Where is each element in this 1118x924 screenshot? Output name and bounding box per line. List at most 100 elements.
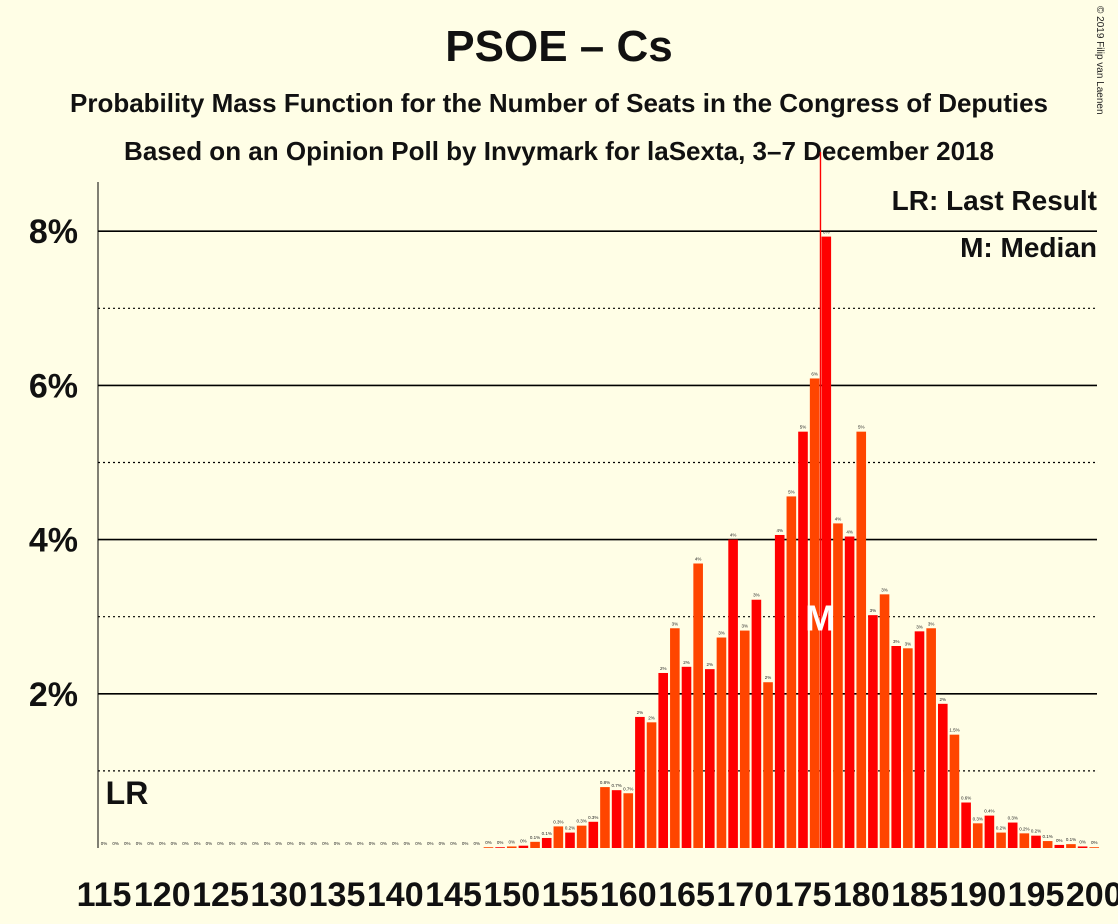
bar-seat-164 (670, 628, 680, 848)
data-label: 0% (450, 841, 457, 846)
data-label: 0% (404, 841, 411, 846)
bar-seat-170 (739, 630, 750, 848)
data-label: 0.1% (1043, 834, 1053, 839)
data-label: 0.1% (530, 835, 540, 840)
bar-seat-183 (891, 645, 901, 848)
data-label: 0% (101, 841, 108, 846)
data-label: 0% (147, 841, 154, 846)
data-label: 0% (287, 841, 294, 846)
data-label: 0% (415, 841, 422, 846)
bar-seat-159 (611, 790, 622, 848)
data-label: 0% (229, 841, 236, 846)
bar-seat-153 (541, 837, 552, 848)
data-label: 0% (357, 841, 364, 846)
data-label: 0.7% (623, 786, 633, 791)
bar-seat-193 (1007, 822, 1018, 848)
bar-seat-188 (949, 734, 960, 848)
bar-seat-154 (553, 826, 564, 848)
x-tick-label: 155 (542, 876, 599, 914)
x-tick-label: 125 (192, 876, 249, 914)
data-label: 0.3% (553, 819, 563, 824)
bar-seat-177 (821, 236, 832, 849)
bar-seat-189 (961, 802, 971, 848)
bar-seat-198 (1066, 844, 1076, 848)
bar-seat-158 (600, 787, 610, 848)
data-label: 0.3% (973, 816, 983, 821)
data-label: 5% (858, 425, 865, 430)
bar-seat-185 (914, 631, 925, 848)
data-label: 0% (194, 841, 201, 846)
bar-seat-194 (1019, 833, 1030, 848)
data-label: 0% (439, 841, 446, 846)
x-tick-label: 195 (1008, 876, 1065, 914)
data-label: 0% (1091, 840, 1098, 845)
data-label: 2% (648, 715, 655, 720)
data-label: 0% (182, 841, 189, 846)
x-tick-label: 165 (658, 876, 715, 914)
data-label: 0% (520, 839, 527, 844)
data-label: 4% (776, 528, 783, 533)
legend-last-result: LR: Last Result (892, 185, 1097, 216)
x-tick-label: 115 (77, 876, 132, 914)
bar-seat-196 (1042, 841, 1053, 848)
data-label: 0% (252, 841, 259, 846)
data-label: 1.5% (949, 728, 959, 733)
bar-seat-174 (786, 496, 797, 848)
data-label: 0.6% (961, 796, 971, 801)
data-label: 0.3% (588, 815, 598, 820)
data-label: 0.2% (1019, 826, 1029, 831)
data-label: 8% (823, 230, 830, 235)
data-label: 5% (800, 425, 807, 430)
bar-seat-175 (798, 431, 808, 848)
bar-seat-151 (518, 845, 529, 848)
data-label: 3% (753, 593, 760, 598)
data-label: 3% (870, 608, 877, 613)
x-tick-label: 145 (425, 876, 482, 914)
bar-seat-163 (658, 672, 668, 848)
bar-seat-187 (938, 703, 948, 848)
data-label: 0% (299, 841, 306, 846)
data-label: 6% (811, 371, 818, 376)
data-label: 0% (392, 841, 399, 846)
data-label: 0% (136, 841, 143, 846)
data-label: 3% (672, 621, 679, 626)
bar-seat-150 (506, 846, 517, 848)
data-label: 0% (427, 841, 434, 846)
bar-seat-176 (809, 378, 820, 848)
bar-seat-192 (996, 832, 1006, 848)
data-label: 0% (310, 841, 317, 846)
x-tick-label: 175 (775, 876, 832, 914)
bar-seat-181 (868, 615, 878, 848)
data-label: 0.1% (1066, 837, 1076, 842)
data-label: 0.2% (565, 826, 575, 831)
data-label: 0% (485, 840, 492, 845)
data-label: 3% (928, 621, 935, 626)
data-label: 3% (718, 631, 725, 636)
data-label: 3% (881, 587, 888, 592)
x-tick-label: 180 (833, 876, 890, 914)
bar-seat-190 (972, 823, 983, 848)
data-label: 0% (206, 841, 213, 846)
data-label: 0.4% (984, 809, 994, 814)
data-label: 0% (380, 841, 387, 846)
x-tick-label: 140 (367, 876, 424, 914)
bar-seat-178 (833, 523, 843, 848)
y-tick-label: 2% (29, 676, 78, 714)
data-label: 0.3% (1008, 816, 1018, 821)
bar-seat-186 (926, 628, 936, 848)
data-label: 2% (940, 697, 947, 702)
chart-subtitle: Probability Mass Function for the Number… (69, 88, 1048, 118)
x-tick-label: 135 (309, 876, 366, 914)
bar-seat-148 (483, 847, 494, 848)
data-label: 0.1% (542, 831, 552, 836)
data-label: 3% (916, 624, 923, 629)
data-label: 0% (264, 841, 271, 846)
bar-seat-152 (530, 841, 540, 848)
bar-seat-162 (646, 722, 657, 848)
bar-seat-171 (751, 599, 762, 848)
bar-seat-165 (681, 666, 692, 848)
y-tick-label: 4% (29, 522, 78, 560)
data-label: 0.8% (600, 780, 610, 785)
bar-seat-160 (623, 793, 634, 848)
x-tick-label: 170 (716, 876, 773, 914)
